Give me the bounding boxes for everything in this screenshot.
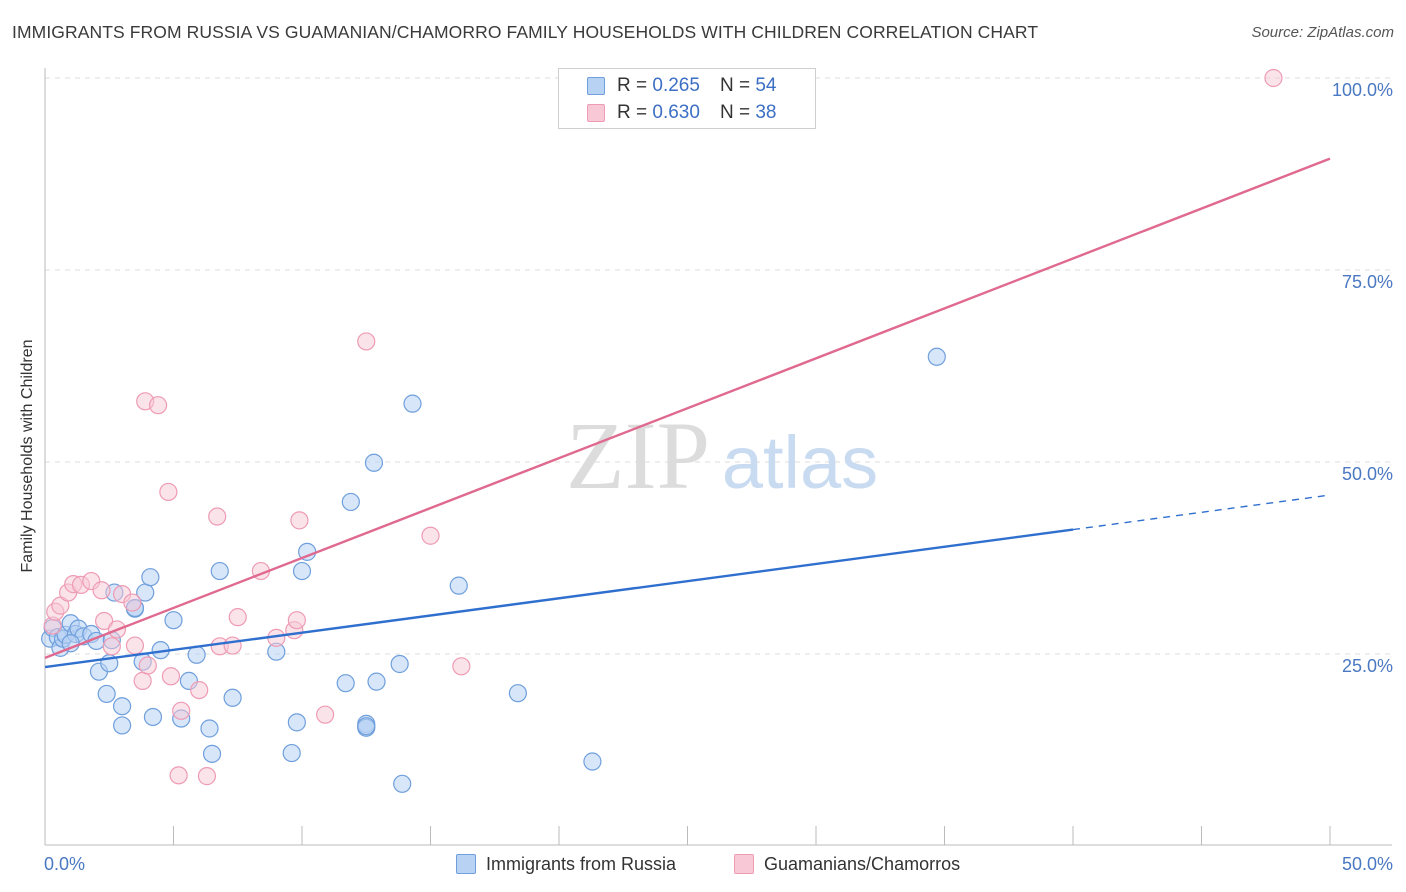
data-point-guamanian [228, 608, 247, 627]
data-point-russia [287, 713, 306, 732]
data-point-russia [364, 453, 384, 472]
legend-r-value: 0.630 [652, 102, 700, 123]
data-point-guamanian [159, 482, 178, 502]
data-point-guamanian [357, 332, 376, 351]
data-point-guamanian [290, 511, 309, 530]
data-point-guamanian [287, 611, 306, 630]
data-point-guamanian [169, 766, 188, 785]
legend-n-value: 38 [755, 102, 777, 123]
data-point-russia [200, 719, 219, 738]
data-point-guamanian [190, 680, 209, 700]
data-point-russia [112, 716, 132, 735]
chart-title: IMMIGRANTS FROM RUSSIA VS GUAMANIAN/CHAM… [12, 22, 1039, 42]
data-point-guamanian [316, 705, 335, 724]
data-point-guamanian [208, 507, 227, 526]
data-point-russia [141, 568, 160, 587]
data-point-russia [112, 697, 132, 716]
correlation-legend: R = 0.265 N = 54 R = 0.630 N = 38 [558, 68, 816, 129]
data-point-russia [393, 774, 412, 793]
data-point-russia [390, 654, 409, 674]
legend-row-guamanian[interactable]: R = 0.630 N = 38 [587, 101, 776, 125]
data-point-guamanian [197, 767, 217, 786]
data-point-guamanian [161, 667, 181, 686]
data-point-guamanian [172, 701, 191, 720]
data-point-russia [97, 684, 116, 704]
data-point-russia [449, 576, 468, 595]
watermark-zip: ZIP [566, 402, 710, 509]
trend-line-guamanian [44, 157, 1331, 659]
data-point-russia [336, 674, 355, 693]
legend-n-label: N = [719, 102, 751, 123]
data-point-guamanian [138, 656, 157, 675]
data-point-russia [61, 634, 80, 653]
legend-row-russia[interactable]: R = 0.265 N = 54 [587, 74, 776, 98]
bottom-legend-swatch-guamanian [734, 854, 754, 874]
legend-r-value: 0.265 [652, 75, 700, 96]
data-point-guamanian [125, 636, 145, 655]
data-point-russia [210, 561, 229, 581]
legend-r-label: R = [617, 75, 648, 96]
data-point-russia [403, 394, 422, 413]
x-tick-label-min: 0.0% [44, 854, 85, 874]
series-immigrants-from-russia [41, 347, 946, 793]
bottom-legend-russia[interactable]: Immigrants from Russia [456, 852, 676, 876]
x-tick-label-max: 50.0% [1342, 854, 1393, 874]
data-point-russia [508, 684, 527, 703]
grid-lines [45, 77, 1392, 655]
data-point-guamanian [123, 593, 142, 612]
legend-n-value: 54 [755, 75, 777, 96]
bottom-legend-label-guamanian: Guamanians/Chamorros [764, 853, 961, 874]
tick-labels: 25.0% 50.0% 75.0% 100.0% 0.0% 50.0% [44, 80, 1393, 874]
bottom-legend-label-russia: Immigrants from Russia [486, 853, 677, 874]
data-point-russia [164, 611, 183, 630]
data-point-russia [357, 717, 376, 736]
data-point-guamanian [1264, 68, 1283, 88]
data-point-russia [341, 492, 360, 512]
axes [44, 68, 1392, 846]
source-credit: Source: ZipAtlas.com [1251, 24, 1394, 41]
series-guamanians-chamorros [43, 68, 1283, 786]
data-point-guamanian [421, 526, 440, 545]
data-point-guamanian [452, 657, 471, 676]
legend-swatch-guamanian [587, 104, 605, 122]
data-point-russia [187, 645, 206, 664]
data-point-guamanian [223, 636, 242, 655]
data-point-russia [143, 707, 163, 727]
y-tick-label: 25.0% [1342, 656, 1393, 676]
data-point-russia [927, 347, 946, 366]
trend-lines [44, 157, 1331, 669]
data-point-russia [223, 688, 242, 707]
watermark: ZIP atlas [566, 402, 878, 509]
data-point-guamanian [95, 611, 114, 631]
data-point-russia [367, 672, 386, 691]
data-point-russia [583, 752, 602, 771]
watermark-atlas: atlas [722, 421, 878, 504]
legend-n-label: N = [719, 75, 751, 96]
data-point-russia [282, 743, 301, 763]
trend-line-russia [44, 528, 1074, 669]
y-tick-label: 50.0% [1342, 464, 1393, 484]
data-point-russia [202, 744, 222, 763]
legend-r-label: R = [617, 102, 648, 123]
trend-line-russia-extension [1072, 494, 1331, 531]
data-point-guamanian [102, 637, 121, 656]
data-point-guamanian [133, 671, 152, 690]
data-point-guamanian [148, 396, 168, 415]
data-point-russia [292, 561, 312, 581]
bottom-legend-swatch-russia [456, 854, 476, 874]
y-tick-label: 75.0% [1342, 272, 1393, 292]
data-point-guamanian [92, 581, 111, 600]
legend-swatch-russia [587, 77, 605, 95]
y-tick-label: 100.0% [1332, 80, 1393, 100]
bottom-legend-guamanian[interactable]: Guamanians/Chamorros [734, 852, 960, 876]
